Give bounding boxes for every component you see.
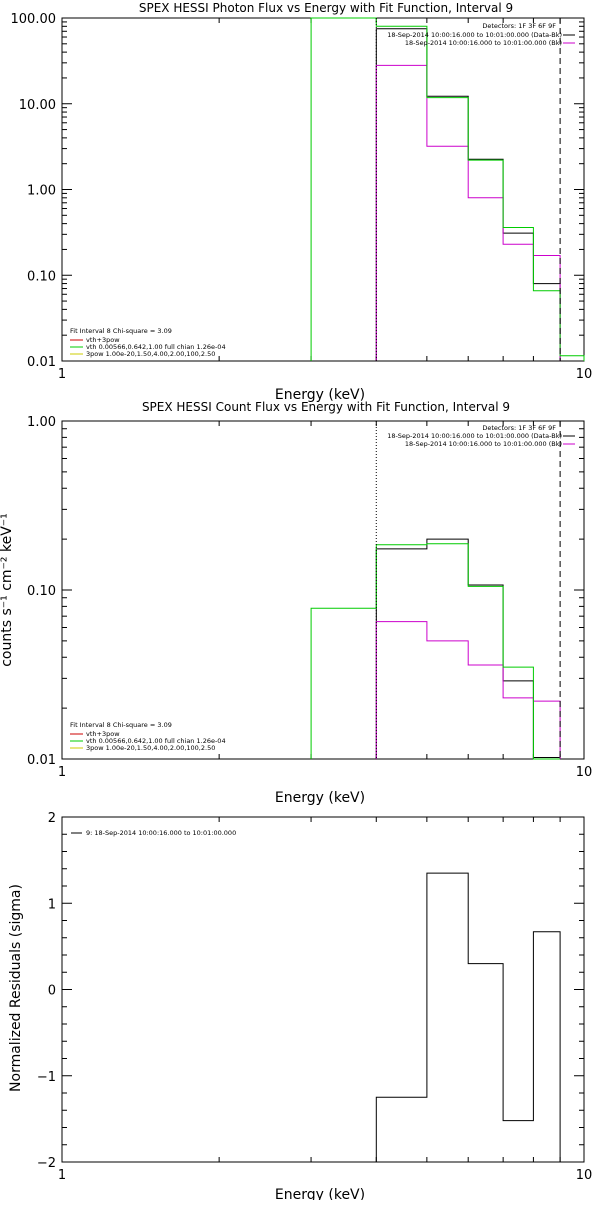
x-tick-label: 1: [58, 367, 66, 382]
y-tick-label: 100.00: [11, 12, 57, 27]
panel2-frame: [61, 420, 585, 760]
series-line-0: [375, 28, 561, 361]
panel1-series: [310, 17, 585, 361]
y-tick-label: 0: [48, 984, 56, 999]
panel1-legend-databk: 18-Sep-2014 10:00:16.000 to 10:01:00.000…: [387, 31, 562, 39]
y-tick-label: 1: [48, 897, 56, 912]
panel1-axes: 1 10 0.01 0.10 1.00 10.00 100.00: [11, 12, 593, 382]
x-tick-label: 10: [576, 765, 593, 780]
series-line-0: [375, 872, 561, 1162]
panel2-fit-interval: Fit Interval 8 Chi-square = 3.09: [70, 721, 172, 729]
x-tick-label: 1: [58, 765, 66, 780]
x-tick-label: 10: [576, 1168, 593, 1183]
panel2-title: SPEX HESSI Count Flux vs Energy with Fit…: [142, 400, 510, 414]
series-line-1: [375, 64, 561, 361]
series-line-1: [375, 621, 561, 759]
panel3-axes: 1 10 −2 −1 0 1 2: [37, 811, 592, 1183]
y-tick-label: −1: [37, 1070, 56, 1085]
y-tick-label: 2: [48, 811, 56, 826]
y-tick-label: 1.00: [27, 415, 56, 430]
y-tick-label: 0.01: [27, 753, 56, 768]
panel1-frame: [61, 17, 585, 362]
y-tick-label: 0.10: [27, 584, 56, 599]
panel1-fit-interval: Fit Interval 8 Chi-square = 3.09: [70, 327, 172, 335]
residuals-panel: 1 10 −2 −1 0 1 2 Energy (keV) Normalized Resid…: [8, 811, 592, 1203]
count-flux-panel: SPEX HESSI Count Flux vs Energy with Fit…: [0, 400, 592, 806]
panel2-fit-vth: vth 0.00566,0.642,1.00 full chian 1.26e-…: [86, 737, 226, 745]
panel2-legend-databk: 18-Sep-2014 10:00:16.000 to 10:01:00.000…: [387, 432, 562, 440]
panel3-legend: 9: 18-Sep-2014 10:00:16.000 to 10:01:00.…: [71, 829, 236, 837]
panel1-xlabel: Energy (keV): [275, 387, 365, 403]
panel3-legend-label: 9: 18-Sep-2014 10:00:16.000 to 10:01:00.…: [86, 829, 236, 837]
panel1-legend-bk: 18-Sep-2014 10:00:16.000 to 10:01:00.000…: [405, 39, 562, 47]
panel2-legend-bk: 18-Sep-2014 10:00:16.000 to 10:01:00.000…: [405, 440, 562, 448]
y-tick-label: 1.00: [27, 184, 56, 199]
series-line-2: [310, 543, 561, 760]
panel1-fit-vth: vth 0.00566,0.642,1.00 full chian 1.26e-…: [86, 343, 226, 351]
panel3-frame: [61, 816, 585, 1163]
panel2-fit-3pow: 3pow 1.00e-20,1.50,4.00,2.00,100,2.50: [86, 744, 215, 752]
panel1-legend-detectors: Detectors: 1F 3F 6F 9F: [482, 22, 556, 30]
panel2-legend: Detectors: 1F 3F 6F 9F 18-Sep-2014 10:00…: [70, 424, 575, 752]
panel3-xlabel: Energy (keV): [275, 1187, 365, 1200]
panel1-legend: Detectors: 1F 3F 6F 9F 18-Sep-2014 10:00…: [70, 22, 575, 358]
x-tick-label: 10: [576, 367, 593, 382]
panel3-series: [375, 872, 561, 1162]
y-tick-label: 0.01: [27, 355, 56, 370]
panel1-fit-3pow: 3pow 1.00e-20,1.50,4.00,2.00,100,2.50: [86, 350, 215, 358]
panel2-xlabel: Energy (keV): [275, 790, 365, 806]
y-tick-label: −2: [37, 1156, 56, 1171]
panel2-legend-detectors: Detectors: 1F 3F 6F 9F: [482, 424, 556, 432]
panel2-ylabel: counts s⁻¹ cm⁻² keV⁻¹: [0, 513, 15, 667]
x-tick-label: 1: [58, 1168, 66, 1183]
y-tick-label: 0.10: [27, 269, 56, 284]
panel3-ylabel: Normalized Residuals (sigma): [8, 884, 24, 1092]
series-line-2: [310, 17, 585, 361]
y-tick-label: 10.00: [19, 98, 56, 113]
panel1-fit-total: vth+3pow: [86, 336, 120, 344]
panel2-fit-total: vth+3pow: [86, 730, 120, 738]
panel1-title: SPEX HESSI Photon Flux vs Energy with Fi…: [139, 1, 513, 15]
photon-flux-panel: SPEX HESSI Photon Flux vs Energy with Fi…: [11, 1, 593, 403]
panel2-series: [310, 421, 561, 760]
series-line-0: [375, 538, 561, 759]
